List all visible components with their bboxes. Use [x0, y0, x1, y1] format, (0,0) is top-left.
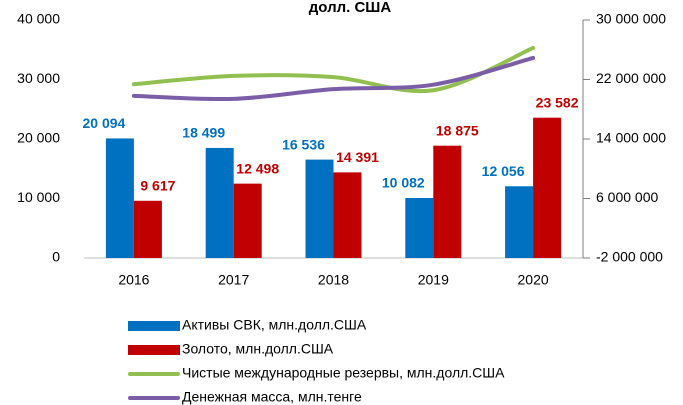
bar: [505, 186, 534, 258]
y2-tick-label: 6 000 000: [596, 189, 658, 205]
y-tick-label: 40 000: [17, 11, 60, 27]
x-tick-label: 2020: [518, 272, 549, 288]
value-label: 18 875: [436, 122, 479, 138]
bar: [205, 147, 234, 258]
y-tick-label: 0: [52, 249, 60, 265]
y2-tick-label: 14 000 000: [596, 130, 666, 146]
value-label: 14 391: [336, 149, 379, 165]
value-label: 16 536: [282, 136, 325, 152]
y2-tick-label: 30 000 000: [596, 11, 666, 27]
y-tick-label: 30 000: [17, 70, 60, 86]
bar: [333, 172, 362, 258]
bar: [433, 145, 462, 258]
value-label: 23 582: [536, 94, 579, 110]
bar: [233, 183, 262, 258]
bar: [133, 200, 162, 258]
bar: [105, 138, 134, 258]
y2-tick-label: 22 000 000: [596, 70, 666, 86]
bar: [305, 159, 334, 258]
line: [131, 55, 536, 102]
legend-swatch: [128, 321, 180, 331]
bar: [405, 198, 434, 258]
x-tick-label: 2018: [318, 272, 349, 288]
y-tick-label: 10 000: [17, 189, 60, 205]
line: [131, 45, 536, 94]
value-label: 9 617: [140, 177, 175, 193]
y2-tick-label: -2 000 000: [596, 249, 663, 265]
legend-swatch: [128, 345, 180, 355]
legend-label: Чистые международные резервы, млн.долл.С…: [182, 365, 505, 381]
x-tick-label: 2017: [218, 272, 249, 288]
value-label: 10 082: [382, 175, 425, 191]
value-label: 20 094: [82, 115, 125, 131]
legend-label: Золото, млн.долл.США: [182, 341, 334, 357]
x-tick-label: 2016: [118, 272, 149, 288]
legend-label: Активы СВК, млн.долл.США: [182, 317, 367, 333]
value-label: 12 498: [236, 160, 279, 176]
chart-title: долл. США: [309, 0, 392, 16]
x-tick-label: 2019: [418, 272, 449, 288]
bar: [533, 117, 562, 258]
y-tick-label: 20 000: [17, 130, 60, 146]
value-label: 18 499: [182, 125, 225, 141]
legend-label: Денежная масса, млн.тенге: [182, 389, 362, 405]
value-label: 12 056: [482, 163, 525, 179]
